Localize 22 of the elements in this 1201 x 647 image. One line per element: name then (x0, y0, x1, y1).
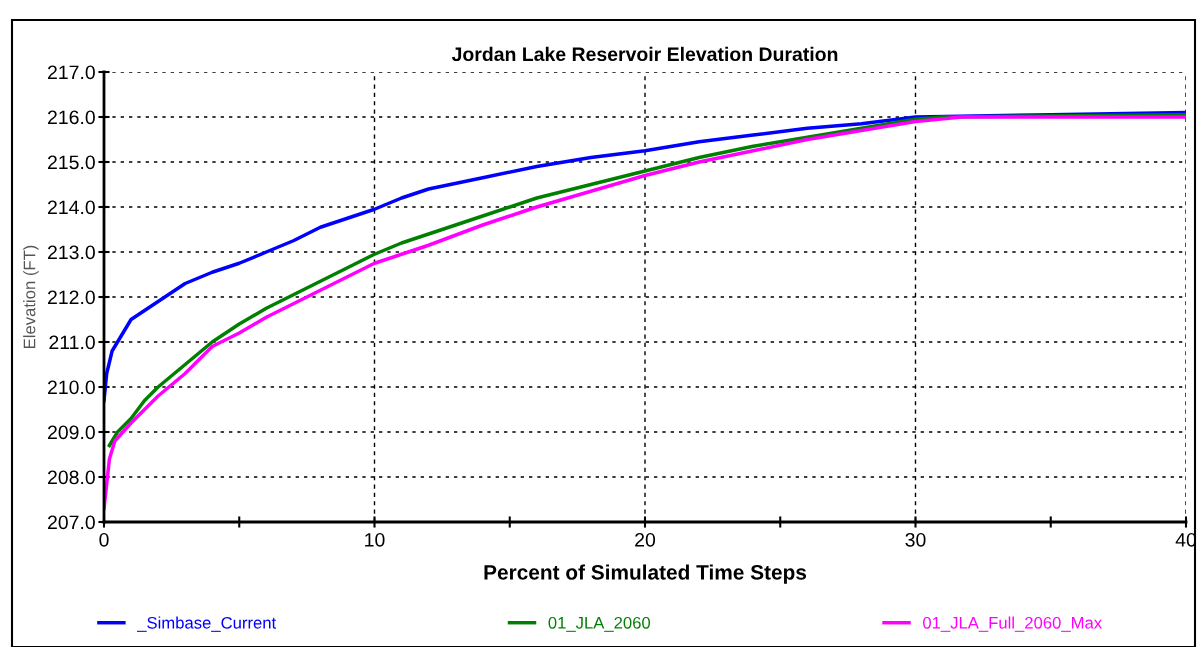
chart-title: Jordan Lake Reservoir Elevation Duration (451, 46, 838, 62)
x-tick-label: 0 (99, 532, 109, 547)
x-axis-title: Percent of Simulated Time Steps (484, 564, 807, 584)
y-tick-label: 213.0 (47, 245, 95, 260)
y-tick-label: 209.0 (47, 425, 95, 440)
y-tick-label: 212.0 (47, 290, 95, 305)
x-tick-label: 30 (905, 532, 926, 547)
y-tick-label: 217.0 (47, 65, 95, 80)
legend-label: 01_JLA_2060 (548, 616, 651, 632)
x-tick-label: 10 (365, 532, 385, 547)
y-tick-label: 214.0 (47, 200, 95, 215)
y-axis-title: Elevation (FT) (23, 245, 39, 348)
line-series (104, 115, 1186, 511)
y-tick-label: 208.0 (47, 470, 95, 485)
legend-label: _Simbase_Current (136, 616, 277, 632)
y-tick-label: 210.0 (47, 380, 95, 395)
legend-label: 01_JLA_Full_2060_Max (923, 616, 1102, 632)
y-tick-label: 215.0 (47, 155, 95, 170)
y-tick-label: 211.0 (49, 335, 95, 350)
y-tick-label: 216.0 (47, 110, 95, 125)
x-tick-label: 20 (635, 532, 656, 547)
y-tick-label: 207.0 (47, 515, 95, 530)
